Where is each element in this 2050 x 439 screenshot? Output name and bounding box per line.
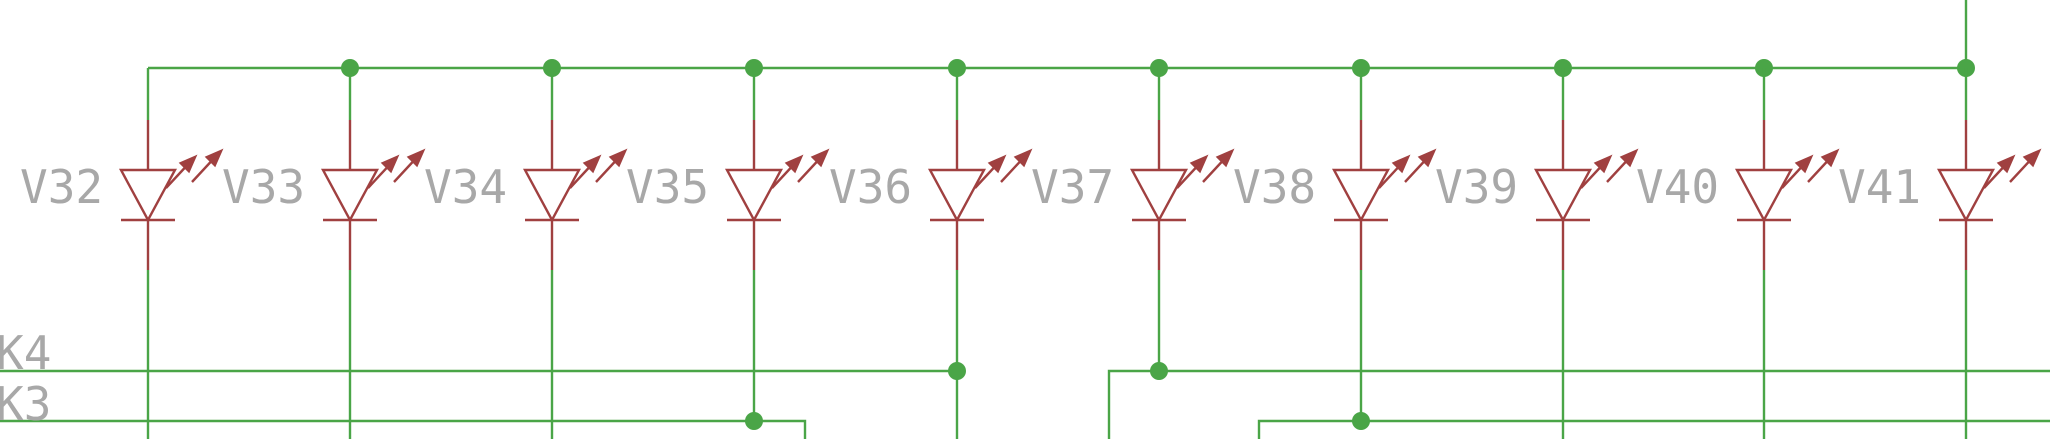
emission-arrow-head: [1215, 148, 1235, 168]
diode-triangle: [1936, 168, 1996, 223]
emission-arrow-head: [1189, 154, 1209, 174]
diode-triangle: [724, 168, 784, 223]
led-v37: V37: [1031, 59, 1235, 380]
row-junction: [1150, 362, 1168, 380]
emission-arrow-head: [987, 154, 1007, 174]
net-label-k3: K3: [0, 377, 51, 431]
emission-arrow-head: [178, 154, 198, 174]
led-label-v34: V34: [424, 160, 507, 214]
diode-triangle: [320, 168, 380, 223]
led-v35: V35: [626, 59, 830, 430]
row-junction: [745, 412, 763, 430]
top-bus: [146, 0, 1968, 120]
row-junction: [1352, 412, 1370, 430]
led-v34: V34: [424, 59, 628, 439]
diode-triangle: [1331, 168, 1391, 223]
led-v38: V38: [1233, 59, 1437, 430]
led-v40: V40: [1636, 59, 1840, 439]
emission-arrow-head: [1013, 148, 1033, 168]
emission-arrow-head: [204, 148, 224, 168]
emission-arrow-head: [1794, 154, 1814, 174]
led-label-v33: V33: [222, 160, 305, 214]
led-v36: V36: [829, 59, 1033, 439]
led-v33: V33: [222, 59, 426, 439]
led-label-v32: V32: [20, 160, 103, 214]
led-v41: V41: [1838, 59, 2042, 439]
diode-triangle: [1533, 168, 1593, 223]
emission-arrow-head: [784, 154, 804, 174]
emission-arrow-head: [2022, 148, 2042, 168]
emission-arrow-head: [810, 148, 830, 168]
emission-arrow-head: [1391, 154, 1411, 174]
diode-triangle: [1734, 168, 1794, 223]
emission-arrow-head: [1996, 154, 2016, 174]
diode-triangle: [927, 168, 987, 223]
emission-arrow-head: [1820, 148, 1840, 168]
diode-triangle: [118, 168, 178, 223]
k3-bus-left: [0, 419, 807, 439]
diode-triangle: [522, 168, 582, 223]
emission-arrow-head: [1619, 148, 1639, 168]
emission-arrow-head: [608, 148, 628, 168]
row-junction: [948, 362, 966, 380]
led-label-v37: V37: [1031, 160, 1114, 214]
emission-arrow-head: [1593, 154, 1613, 174]
emission-arrow-head: [380, 154, 400, 174]
led-v39: V39: [1435, 59, 1639, 439]
led-label-v36: V36: [829, 160, 912, 214]
led-label-v39: V39: [1435, 160, 1518, 214]
led-label-v40: V40: [1636, 160, 1719, 214]
net-label-k4: K4: [0, 326, 51, 380]
emission-arrow-head: [582, 154, 602, 174]
emission-arrow-head: [1417, 148, 1437, 168]
diode-triangle: [1129, 168, 1189, 223]
led-v32: V32: [20, 120, 224, 439]
led-array: V32 V33 V34 V35 V36 V37 V38 V39 V40 V41: [20, 59, 2042, 439]
led-label-v41: V41: [1838, 160, 1921, 214]
row-buses: K4 K3: [0, 326, 2050, 439]
k3-bus-right: [1257, 419, 2050, 439]
k4-bus-right: [1107, 369, 2050, 439]
emission-arrow-head: [406, 148, 426, 168]
led-label-v35: V35: [626, 160, 709, 214]
led-label-v38: V38: [1233, 160, 1316, 214]
